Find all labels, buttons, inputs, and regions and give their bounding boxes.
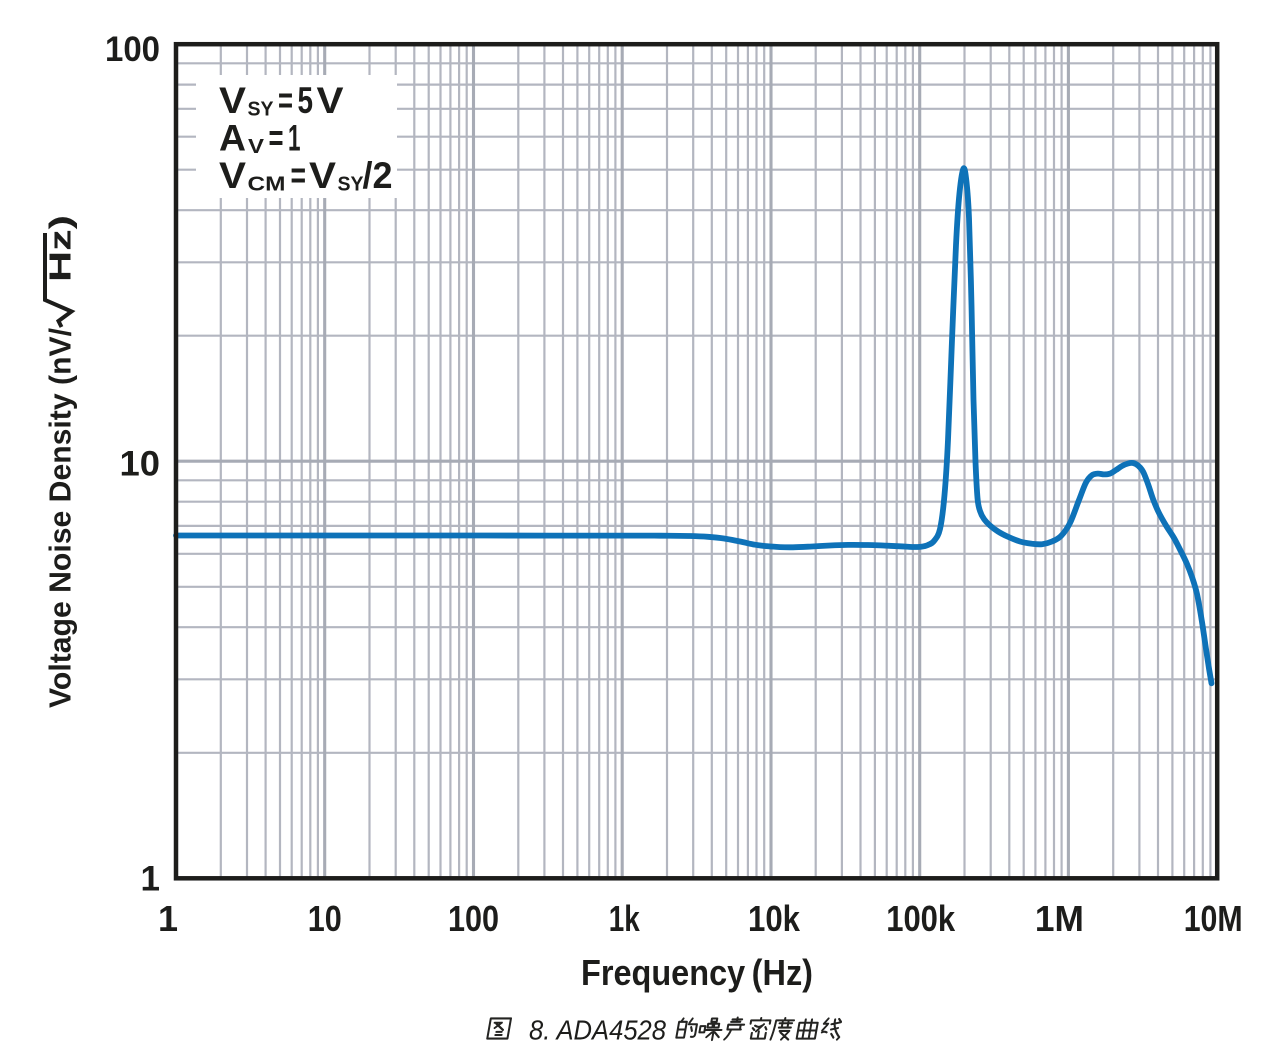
svg-text:=: = (278, 80, 293, 121)
svg-text:=: = (291, 155, 307, 196)
svg-text:100: 100 (105, 30, 160, 69)
svg-text:A: A (219, 118, 246, 159)
svg-text:8. ADA4528: 8. ADA4528 (529, 1015, 666, 1046)
svg-text:1: 1 (158, 898, 178, 939)
svg-text:Frequency (Hz): Frequency (Hz) (581, 952, 813, 993)
svg-text:1: 1 (141, 860, 160, 899)
svg-text:1M: 1M (1035, 898, 1084, 939)
svg-text:/2: /2 (363, 155, 393, 196)
svg-text:=: = (269, 118, 284, 159)
svg-text:CM: CM (248, 174, 286, 196)
svg-text:Hz): Hz) (43, 215, 78, 282)
svg-text:10: 10 (308, 898, 342, 939)
svg-text:5: 5 (298, 80, 314, 121)
svg-text:1: 1 (288, 118, 301, 159)
svg-text:Voltage Noise Density (nV/: Voltage Noise Density (nV/ (43, 328, 78, 708)
svg-text:100k: 100k (886, 898, 956, 939)
svg-text:SY: SY (248, 99, 275, 121)
svg-text:V: V (219, 155, 246, 196)
svg-text:10M: 10M (1184, 898, 1243, 939)
svg-text:V: V (248, 136, 265, 158)
svg-text:100: 100 (448, 898, 499, 939)
svg-text:V: V (309, 155, 336, 196)
svg-text:10k: 10k (748, 898, 801, 939)
svg-text:1k: 1k (609, 898, 641, 939)
svg-text:SY: SY (338, 174, 365, 196)
svg-text:10: 10 (120, 445, 161, 484)
svg-text:V: V (219, 80, 246, 121)
svg-text:V: V (317, 80, 344, 121)
